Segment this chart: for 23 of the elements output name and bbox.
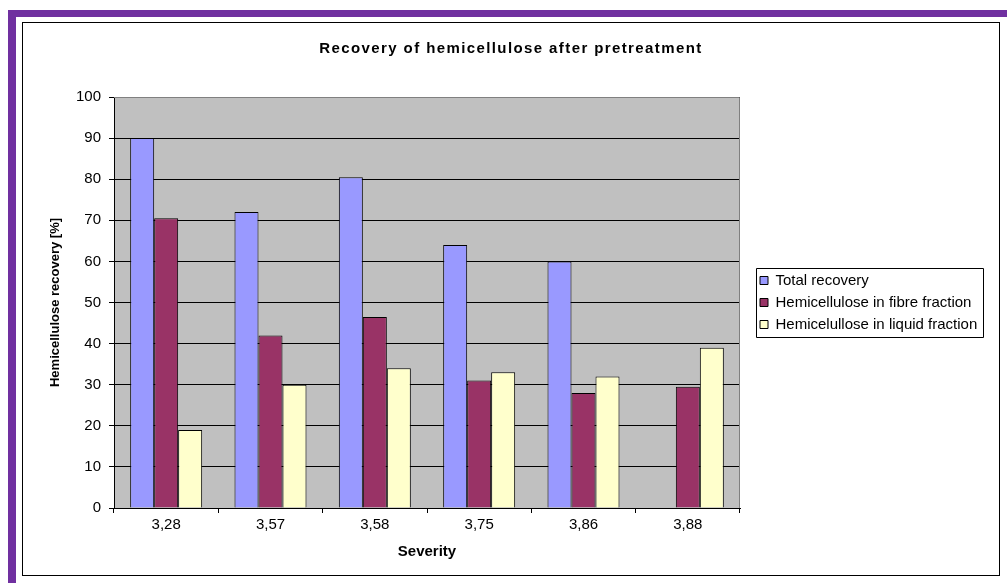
- x-tick-label: 3,86: [568, 515, 599, 533]
- x-tick-label: 3,28: [151, 515, 181, 533]
- y-tick-label: 100: [75, 87, 101, 105]
- y-tick-label: 60: [84, 251, 101, 269]
- y-axis-title: Hemicellulose recovery [%]: [47, 217, 63, 388]
- y-tick-label: 10: [84, 457, 101, 475]
- x-tick-label: 3,58: [360, 515, 390, 533]
- y-tick-label: 90: [84, 128, 101, 146]
- chart-title: Recovery of hemicellulose after pretreatment: [318, 39, 704, 57]
- y-tick-label: 20: [84, 415, 101, 433]
- legend-label: Hemicellulose in fibre fraction: [775, 292, 972, 310]
- legend-label: Total recovery: [775, 270, 870, 288]
- y-tick-label: 80: [84, 169, 101, 187]
- x-tick-label: 3,57: [255, 515, 286, 533]
- y-tick-label: 50: [84, 292, 101, 310]
- x-tick-label: 3,75: [464, 515, 494, 533]
- y-tick-label: 0: [92, 498, 101, 516]
- y-tick-label: 40: [84, 333, 101, 351]
- legend-label: Hemicelullose in liquid fraction: [775, 314, 978, 332]
- y-tick-label: 30: [84, 374, 101, 392]
- y-tick-label: 70: [84, 210, 101, 228]
- x-axis-title: Severity: [397, 542, 457, 560]
- x-tick-label: 3,88: [673, 515, 703, 533]
